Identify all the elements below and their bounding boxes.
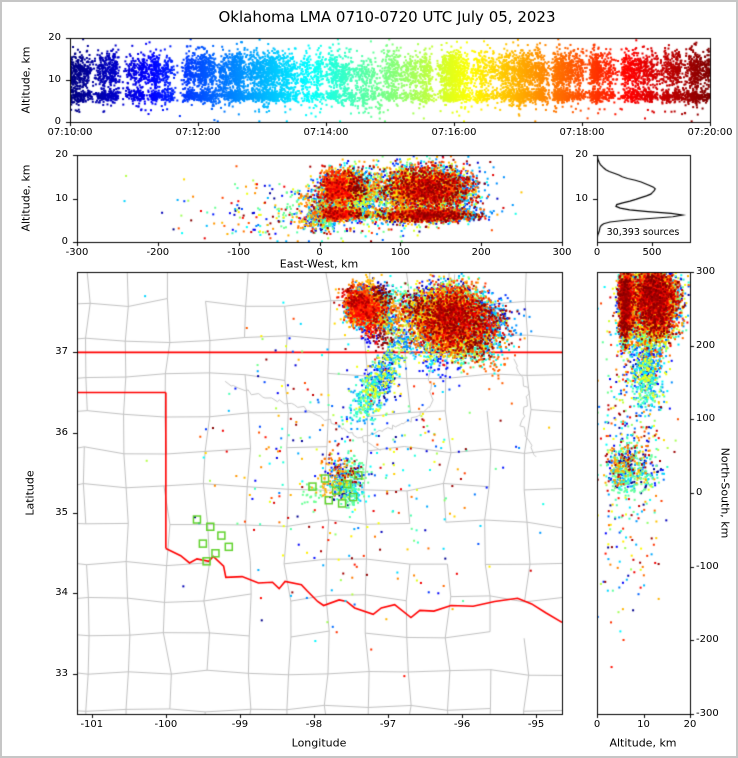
altitude-axis-tick: 10 xyxy=(55,192,68,204)
latitude-axis-tick: 33 xyxy=(55,667,68,679)
time-axis-tick: 07:18:00 xyxy=(559,127,605,138)
altitude-axis-tick: 20 xyxy=(55,149,68,160)
longitude-axis-tick: -96 xyxy=(453,719,471,730)
east-west-axis-tick: -100 xyxy=(227,247,251,258)
north-south-axis-tick: -200 xyxy=(696,634,719,646)
time-axis-tick: 07:10:00 xyxy=(47,127,93,138)
histogram-count-tick: 0 xyxy=(593,247,601,258)
ns-height-xlabel: Altitude, km xyxy=(609,736,677,750)
plan-xlabel: Longitude xyxy=(291,736,347,750)
longitude-axis-tick: -97 xyxy=(379,719,397,730)
time-axis-tick: 07:16:00 xyxy=(431,127,477,138)
north-south-axis-tick: 300 xyxy=(696,266,716,277)
figure-title: Oklahoma LMA 0710-0720 UTC July 05, 2023 xyxy=(218,8,556,26)
source-count-annotation: 30,393 sources xyxy=(606,227,680,238)
east-west-axis-tick: 100 xyxy=(390,247,410,258)
longitude-axis-tick: -98 xyxy=(305,719,323,730)
altitude-axis-tick: 0 xyxy=(593,719,601,730)
histogram-count-tick: 500 xyxy=(642,247,662,258)
north-south-axis-tick: 100 xyxy=(696,413,716,425)
east-west-axis-tick: 300 xyxy=(552,247,572,258)
longitude-axis-tick: -95 xyxy=(527,719,545,730)
ew-height-xlabel: East-West, km xyxy=(279,257,359,271)
altitude-axis-tick: 0 xyxy=(54,116,61,127)
east-west-axis-tick: 200 xyxy=(471,247,491,258)
time-axis-tick: 07:20:00 xyxy=(687,127,733,138)
ns-height-ylabel: North-South, km xyxy=(718,447,732,539)
altitude-axis-tick: 0 xyxy=(61,236,68,247)
latitude-axis-tick: 35 xyxy=(55,507,68,519)
altitude-axis-tick: 10 xyxy=(48,74,61,85)
altitude-axis-tick: 20 xyxy=(48,32,61,43)
north-south-axis-tick: 200 xyxy=(696,339,716,351)
histogram-altitude-tick: 20 xyxy=(575,149,588,160)
time-axis-tick: 07:14:00 xyxy=(303,127,349,138)
north-south-axis-tick: -300 xyxy=(696,708,719,719)
east-west-axis-tick: -200 xyxy=(146,247,170,258)
altitude-axis-tick: 20 xyxy=(683,719,697,730)
time-axis-tick: 07:12:00 xyxy=(175,127,221,138)
north-south-axis-tick: -100 xyxy=(696,560,719,572)
altitude-axis-tick: 10 xyxy=(637,719,650,730)
longitude-axis-tick: -101 xyxy=(80,719,104,730)
longitude-axis-tick: -99 xyxy=(231,719,249,730)
east-west-axis-tick: -300 xyxy=(65,247,89,258)
histogram-altitude-tick: 10 xyxy=(575,192,588,204)
east-west-axis-tick: 0 xyxy=(316,247,323,258)
latitude-axis-tick: 37 xyxy=(55,346,68,358)
latitude-axis-tick: 36 xyxy=(55,426,68,438)
north-south-axis-tick: 0 xyxy=(696,487,703,498)
longitude-axis-tick: -100 xyxy=(154,719,178,730)
latitude-axis-tick: 34 xyxy=(55,587,68,599)
